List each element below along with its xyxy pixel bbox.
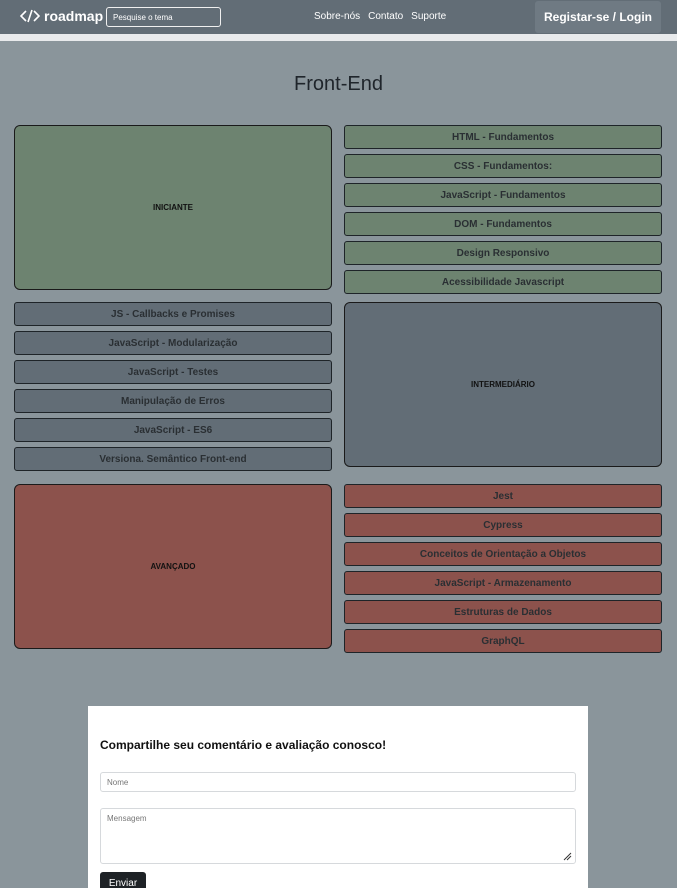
logo-text: roadmap xyxy=(44,8,104,24)
logo[interactable]: roadmap xyxy=(20,8,103,24)
topic-item[interactable]: Jest xyxy=(344,484,662,508)
topic-item[interactable]: DOM - Fundamentos xyxy=(344,212,662,236)
topic-item[interactable]: JavaScript - ES6 xyxy=(14,418,332,442)
topic-item[interactable]: JavaScript - Fundamentos xyxy=(344,183,662,207)
topic-item[interactable]: Versiona. Semântico Front-end xyxy=(14,447,332,471)
nav-link-contact[interactable]: Contato xyxy=(368,11,404,22)
topic-item[interactable]: GraphQL xyxy=(344,629,662,653)
login-button[interactable]: Registar-se / Login xyxy=(535,1,661,33)
level-beginner-label: INICIANTE xyxy=(153,203,193,212)
feedback-form: Compartilhe seu comentário e avaliação c… xyxy=(88,706,588,888)
code-icon xyxy=(20,9,40,23)
topic-item[interactable]: Cypress xyxy=(344,513,662,537)
page-title: Front-End xyxy=(294,73,383,95)
topic-item[interactable]: HTML - Fundamentos xyxy=(344,125,662,149)
topic-item[interactable]: JavaScript - Testes xyxy=(14,360,332,384)
name-field[interactable] xyxy=(100,772,576,792)
topic-item[interactable]: Design Responsivo xyxy=(344,241,662,265)
topic-item[interactable]: Conceitos de Orientação a Objetos xyxy=(344,542,662,566)
resize-grip-icon[interactable] xyxy=(562,851,572,861)
level-beginner-card[interactable]: INICIANTE xyxy=(14,125,332,290)
form-title: Compartilhe seu comentário e avaliação c… xyxy=(100,738,387,752)
topic-item[interactable]: JavaScript - Modularização xyxy=(14,331,332,355)
level-advanced-label: AVANÇADO xyxy=(150,562,196,571)
level-intermediate-label: INTERMEDIÁRIO xyxy=(471,380,535,389)
nav-link-about[interactable]: Sobre-nós xyxy=(314,11,361,22)
topic-item[interactable]: Manipulação de Erros xyxy=(14,389,332,413)
top-navbar: roadmap Sobre-nós Contato Suporte Regist… xyxy=(0,0,677,41)
topic-item[interactable]: Estruturas de Dados xyxy=(344,600,662,624)
topic-item[interactable]: Acessibilidade Javascript xyxy=(344,270,662,294)
message-field[interactable] xyxy=(100,808,576,864)
topic-item[interactable]: JavaScript - Armazenamento xyxy=(344,571,662,595)
topic-item[interactable]: JS - Callbacks e Promises xyxy=(14,302,332,326)
nav-links: Sobre-nós Contato Suporte xyxy=(314,11,446,22)
nav-link-support[interactable]: Suporte xyxy=(411,11,447,22)
submit-button[interactable]: Enviar xyxy=(100,872,146,888)
search-input[interactable] xyxy=(106,7,221,27)
level-advanced-card[interactable]: AVANÇADO xyxy=(14,484,332,649)
level-intermediate-card[interactable]: INTERMEDIÁRIO xyxy=(344,302,662,467)
topic-item[interactable]: CSS - Fundamentos: xyxy=(344,154,662,178)
